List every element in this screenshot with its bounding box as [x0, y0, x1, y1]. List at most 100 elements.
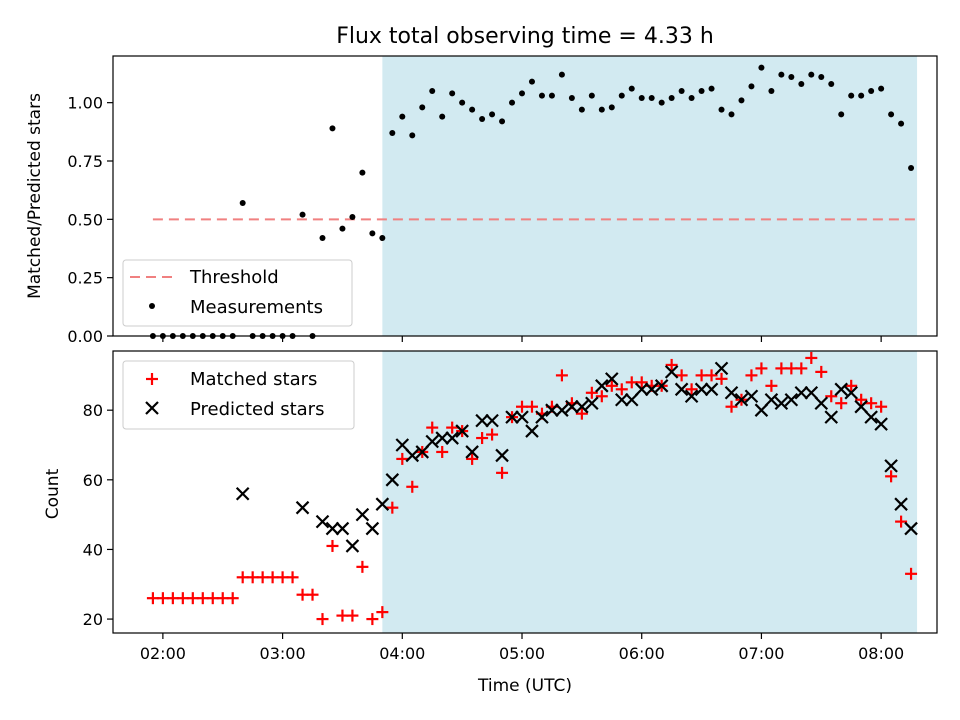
matched-star-point	[895, 515, 908, 528]
predicted-star-point	[495, 448, 509, 463]
xtick-label: 04:00	[379, 644, 425, 663]
predicted-star-point	[884, 459, 898, 473]
predicted-star-point	[894, 497, 908, 511]
measurement-point	[828, 81, 835, 87]
measurement-point	[748, 83, 755, 90]
predicted-star-point	[375, 497, 390, 511]
matched-star-point	[805, 351, 818, 364]
predicted-star-point	[535, 410, 549, 424]
measurement-point	[339, 225, 346, 232]
matched-star-point	[436, 445, 449, 458]
measurement-point	[489, 111, 496, 118]
measurement-point	[568, 95, 575, 101]
legend-matched-swatch	[146, 373, 158, 385]
predicted-star-point	[425, 434, 440, 449]
predicted-star-point	[754, 403, 769, 417]
predicted-star-point	[555, 403, 569, 417]
measurement-point	[898, 120, 905, 127]
xtick-label: 07:00	[738, 644, 784, 663]
predicted-star-point	[774, 396, 789, 411]
xtick-label: 06:00	[619, 644, 665, 663]
matched-star-point	[226, 592, 239, 605]
predicted-star-point	[864, 410, 878, 424]
matched-star-point	[715, 372, 728, 385]
matched-star-point	[815, 365, 828, 378]
measurement-point	[638, 95, 645, 101]
matched-star-point	[795, 362, 808, 375]
predicted-star-point	[744, 389, 759, 404]
predicted-star-point	[585, 396, 599, 411]
matched-star-point	[406, 480, 419, 493]
ytick-label: 0.50	[67, 210, 103, 229]
measurement-point	[728, 111, 735, 118]
ytick-label: 80	[83, 401, 103, 420]
predicted-star-point	[804, 385, 819, 400]
predicted-star-point	[624, 392, 639, 407]
measurement-point	[658, 99, 665, 106]
count-xlabel: Time (UTC)	[477, 676, 572, 696]
measurement-point	[299, 211, 306, 218]
predicted-star-point	[395, 438, 410, 452]
matched-star-point	[615, 383, 628, 396]
predicted-star-point	[814, 396, 829, 411]
count-legend-box	[122, 360, 355, 430]
measurement-point	[538, 92, 545, 99]
legend-matched-label: Matched stars	[190, 369, 317, 390]
matched-star-point	[396, 452, 409, 465]
matched-star-point	[905, 567, 918, 580]
predicted-star-point	[345, 539, 360, 553]
measurement-point	[618, 92, 625, 99]
measurement-point	[708, 85, 715, 92]
predicted-star-point	[565, 399, 579, 414]
ytick-label: 60	[83, 471, 103, 490]
matched-star-point	[855, 393, 868, 406]
measurement-point	[319, 235, 326, 241]
measurement-point	[419, 104, 426, 111]
count-ylabel: Count	[43, 468, 63, 519]
ytick-label: 0.75	[67, 152, 103, 171]
matched-star-point	[286, 571, 299, 584]
matched-star-point	[525, 400, 538, 413]
measurement-point	[688, 95, 695, 101]
measurement-point	[678, 88, 685, 94]
measurement-point	[499, 118, 506, 125]
measurement-point	[908, 165, 915, 171]
count-plot-frame	[112, 350, 938, 634]
predicted-star-point	[365, 521, 380, 536]
measurement-point	[578, 106, 585, 113]
measurement-point	[359, 169, 366, 176]
matched-star-point	[316, 613, 329, 626]
count-yticks: 20 40 60 80	[83, 401, 113, 629]
xtick-label: 08:00	[858, 644, 904, 663]
predicted-star-point	[315, 514, 330, 529]
matched-star-point	[865, 397, 878, 410]
matched-star-point	[675, 369, 688, 382]
measurement-point	[558, 71, 565, 78]
predicted-star-point	[764, 392, 779, 407]
matched-star-point	[665, 358, 678, 371]
measurement-point	[349, 214, 356, 220]
matched-star-point	[705, 369, 718, 382]
ratio-ylabel: Matched/Predicted stars	[25, 93, 45, 299]
matched-star-point	[356, 560, 369, 573]
measurement-point	[608, 104, 615, 111]
matched-star-point	[346, 609, 359, 622]
predicted-star-point	[614, 392, 629, 407]
measurement-point	[548, 92, 555, 99]
count-marks	[146, 351, 918, 626]
count-xticks: 02:00 03:00 04:00 05:00 06:00 07:00 08:00	[140, 633, 904, 663]
predicted-star-point	[794, 385, 809, 400]
measurement-point	[459, 99, 466, 106]
matched-star-point	[555, 369, 568, 382]
ratio-plot-frame	[112, 55, 938, 337]
predicted-star-point	[634, 382, 649, 397]
measurement-point	[379, 235, 386, 241]
predicted-star-point	[355, 507, 370, 522]
ytick-label: 1.00	[67, 94, 103, 113]
matched-star-point	[765, 379, 778, 392]
measurement-point	[409, 132, 416, 139]
measurement-point	[818, 74, 825, 80]
predicted-star-point	[724, 385, 739, 400]
predicted-star-point	[405, 448, 420, 463]
matched-star-point	[595, 390, 608, 403]
